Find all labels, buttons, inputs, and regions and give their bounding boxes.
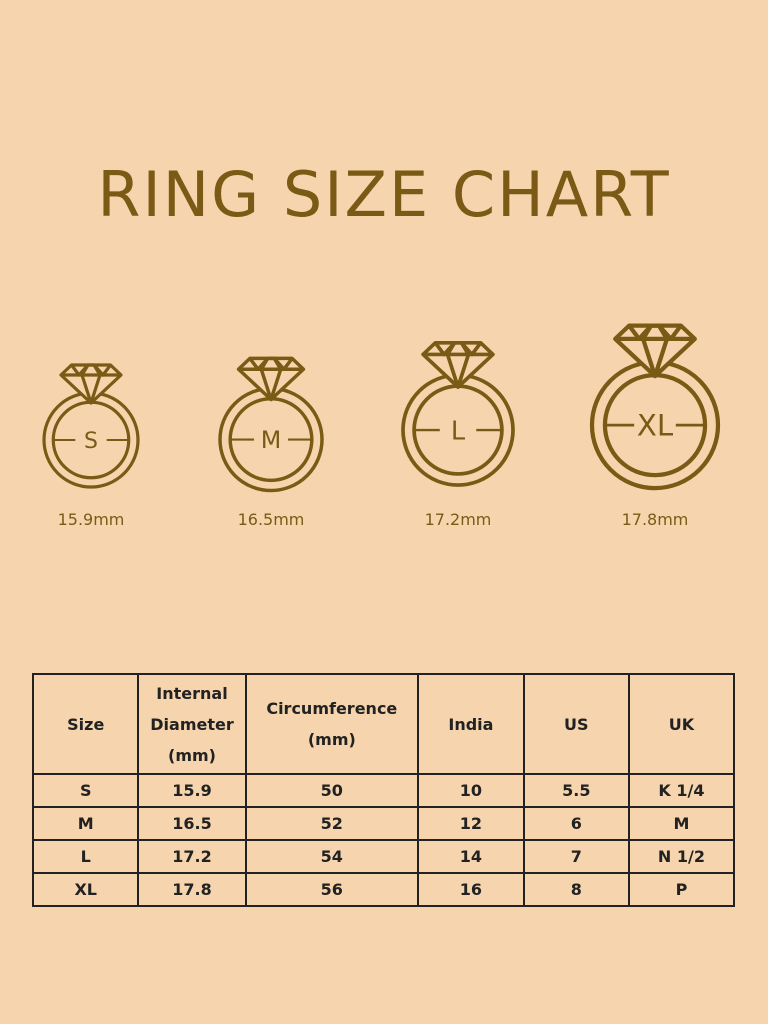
ring-size-label: S [84, 429, 98, 454]
column-header: US [522, 673, 630, 775]
table-cell: M [627, 806, 736, 841]
table-cell: 54 [244, 839, 420, 874]
column-header: Size [31, 673, 140, 775]
table-cell: 52 [244, 806, 420, 841]
table-cell: 17.2 [137, 839, 247, 874]
ring-diameter-label: 15.9mm [57, 510, 125, 529]
table-row: S 15.9 50 10 5.5 K 1/4 [31, 773, 736, 808]
ring-diameter-label: 16.5mm [237, 510, 305, 529]
column-header: India [417, 673, 525, 775]
ring-size-label: M [261, 427, 282, 455]
page-title: RING SIZE CHART [97, 158, 671, 231]
ring-diameter-label: 17.2mm [424, 510, 492, 529]
table-cell: 15.9 [137, 773, 247, 808]
table-cell: P [627, 872, 736, 907]
table-cell: M [31, 806, 140, 841]
table-cell: N 1/2 [627, 839, 736, 874]
table-cell: 14 [417, 839, 525, 874]
table-cell: 50 [244, 773, 420, 808]
table-cell: 8 [522, 872, 630, 907]
table-cell: K 1/4 [627, 773, 736, 808]
ring-diameter-label: 17.8mm [621, 510, 689, 529]
diamond-ring-icon: L [401, 340, 515, 487]
table-cell: 56 [244, 872, 420, 907]
table-cell: 16.5 [137, 806, 247, 841]
table-cell: 17.8 [137, 872, 247, 907]
table-cell: XL [31, 872, 140, 907]
diamond-ring-icon: S [42, 363, 140, 489]
ring-size-label: XL [637, 409, 674, 443]
table-cell: 12 [417, 806, 525, 841]
diamond-ring-icon: XL [589, 323, 721, 491]
table-row: L 17.2 54 14 7 N 1/2 [31, 839, 736, 874]
table-row: XL 17.8 56 16 8 P [31, 872, 736, 907]
table-cell: 10 [417, 773, 525, 808]
table-cell: 6 [522, 806, 630, 841]
column-header: Internal Diameter (mm) [137, 673, 247, 775]
table-cell: L [31, 839, 140, 874]
column-header: Circumference (mm) [244, 673, 420, 775]
table-cell: S [31, 773, 140, 808]
diamond-ring-icon: M [218, 357, 324, 493]
table-cell: 7 [522, 839, 630, 874]
table-cell: 16 [417, 872, 525, 907]
size-table: Size Internal Diameter (mm) Circumference … [31, 673, 736, 907]
table-header-row: Size Internal Diameter (mm) Circumference … [31, 673, 736, 775]
table-row: M 16.5 52 12 6 M [31, 806, 736, 841]
column-header: UK [627, 673, 736, 775]
ring-size-label: L [451, 416, 466, 446]
table-cell: 5.5 [522, 773, 630, 808]
